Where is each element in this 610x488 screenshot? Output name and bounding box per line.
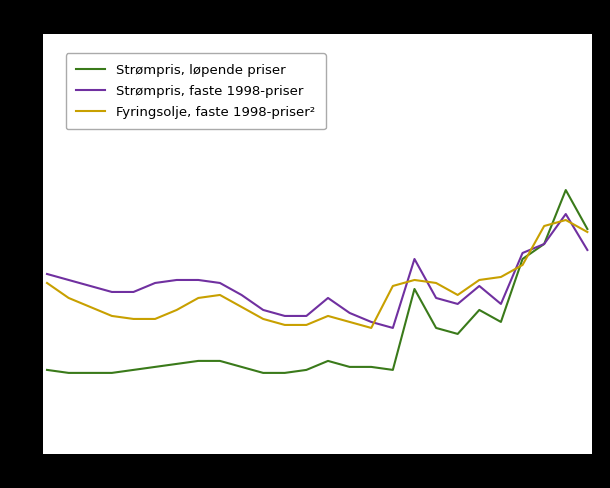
Strømpris, løpende priser: [130, 367, 137, 373]
Strømpris, løpende priser: [108, 370, 115, 376]
Fyringsolje, faste 1998-priser²: [346, 319, 353, 325]
Fyringsolje, faste 1998-priser²: [454, 292, 461, 298]
Strømpris, løpende priser: [217, 358, 224, 364]
Strømpris, faste 1998-priser: [497, 301, 504, 307]
Strømpris, faste 1998-priser: [562, 211, 569, 217]
Strømpris, løpende priser: [454, 331, 461, 337]
Fyringsolje, faste 1998-priser²: [238, 304, 245, 310]
Strømpris, faste 1998-priser: [346, 310, 353, 316]
Fyringsolje, faste 1998-priser²: [217, 292, 224, 298]
Strømpris, løpende priser: [65, 370, 73, 376]
Strømpris, løpende priser: [497, 319, 504, 325]
Strømpris, faste 1998-priser: [173, 277, 181, 283]
Strømpris, faste 1998-priser: [325, 295, 332, 301]
Strømpris, faste 1998-priser: [259, 307, 267, 313]
Fyringsolje, faste 1998-priser²: [389, 283, 396, 289]
Legend: Strømpris, løpende priser, Strømpris, faste 1998-priser, Fyringsolje, faste 1998: Strømpris, løpende priser, Strømpris, fa…: [66, 53, 326, 129]
Strømpris, løpende priser: [584, 226, 591, 232]
Strømpris, løpende priser: [43, 367, 51, 373]
Fyringsolje, faste 1998-priser²: [281, 322, 289, 328]
Strømpris, faste 1998-priser: [238, 292, 245, 298]
Fyringsolje, faste 1998-priser²: [519, 262, 526, 268]
Fyringsolje, faste 1998-priser²: [584, 229, 591, 235]
Fyringsolje, faste 1998-priser²: [130, 316, 137, 322]
Strømpris, faste 1998-priser: [454, 301, 461, 307]
Fyringsolje, faste 1998-priser²: [476, 277, 483, 283]
Strømpris, faste 1998-priser: [476, 283, 483, 289]
Fyringsolje, faste 1998-priser²: [87, 304, 94, 310]
Strømpris, løpende priser: [432, 325, 440, 331]
Line: Fyringsolje, faste 1998-priser²: Fyringsolje, faste 1998-priser²: [47, 220, 587, 328]
Fyringsolje, faste 1998-priser²: [303, 322, 310, 328]
Strømpris, løpende priser: [173, 361, 181, 367]
Strømpris, løpende priser: [562, 187, 569, 193]
Strømpris, faste 1998-priser: [217, 280, 224, 286]
Strømpris, løpende priser: [519, 256, 526, 262]
Strømpris, løpende priser: [87, 370, 94, 376]
Fyringsolje, faste 1998-priser²: [108, 313, 115, 319]
Strømpris, faste 1998-priser: [411, 256, 418, 262]
Fyringsolje, faste 1998-priser²: [259, 316, 267, 322]
Strømpris, faste 1998-priser: [303, 313, 310, 319]
Strømpris, faste 1998-priser: [108, 289, 115, 295]
Strømpris, faste 1998-priser: [281, 313, 289, 319]
Strømpris, faste 1998-priser: [540, 241, 548, 247]
Strømpris, løpende priser: [303, 367, 310, 373]
Strømpris, faste 1998-priser: [130, 289, 137, 295]
Line: Strømpris, løpende priser: Strømpris, løpende priser: [47, 190, 587, 373]
Fyringsolje, faste 1998-priser²: [325, 313, 332, 319]
Strømpris, faste 1998-priser: [151, 280, 159, 286]
Strømpris, faste 1998-priser: [389, 325, 396, 331]
Fyringsolje, faste 1998-priser²: [411, 277, 418, 283]
Fyringsolje, faste 1998-priser²: [562, 217, 569, 223]
Strømpris, løpende priser: [259, 370, 267, 376]
Strømpris, faste 1998-priser: [87, 283, 94, 289]
Fyringsolje, faste 1998-priser²: [151, 316, 159, 322]
Fyringsolje, faste 1998-priser²: [368, 325, 375, 331]
Strømpris, løpende priser: [540, 241, 548, 247]
Strømpris, løpende priser: [325, 358, 332, 364]
Strømpris, løpende priser: [151, 364, 159, 370]
Fyringsolje, faste 1998-priser²: [173, 307, 181, 313]
Strømpris, løpende priser: [195, 358, 202, 364]
Fyringsolje, faste 1998-priser²: [43, 280, 51, 286]
Strømpris, faste 1998-priser: [195, 277, 202, 283]
Strømpris, løpende priser: [411, 286, 418, 292]
Fyringsolje, faste 1998-priser²: [540, 223, 548, 229]
Strømpris, løpende priser: [346, 364, 353, 370]
Strømpris, løpende priser: [389, 367, 396, 373]
Strømpris, løpende priser: [368, 364, 375, 370]
Fyringsolje, faste 1998-priser²: [195, 295, 202, 301]
Fyringsolje, faste 1998-priser²: [432, 280, 440, 286]
Strømpris, faste 1998-priser: [519, 250, 526, 256]
Strømpris, faste 1998-priser: [584, 247, 591, 253]
Strømpris, faste 1998-priser: [432, 295, 440, 301]
Strømpris, løpende priser: [238, 364, 245, 370]
Line: Strømpris, faste 1998-priser: Strømpris, faste 1998-priser: [47, 214, 587, 328]
Strømpris, løpende priser: [476, 307, 483, 313]
Strømpris, løpende priser: [281, 370, 289, 376]
Strømpris, faste 1998-priser: [43, 271, 51, 277]
Strømpris, faste 1998-priser: [368, 319, 375, 325]
Strømpris, faste 1998-priser: [65, 277, 73, 283]
Fyringsolje, faste 1998-priser²: [497, 274, 504, 280]
Fyringsolje, faste 1998-priser²: [65, 295, 73, 301]
